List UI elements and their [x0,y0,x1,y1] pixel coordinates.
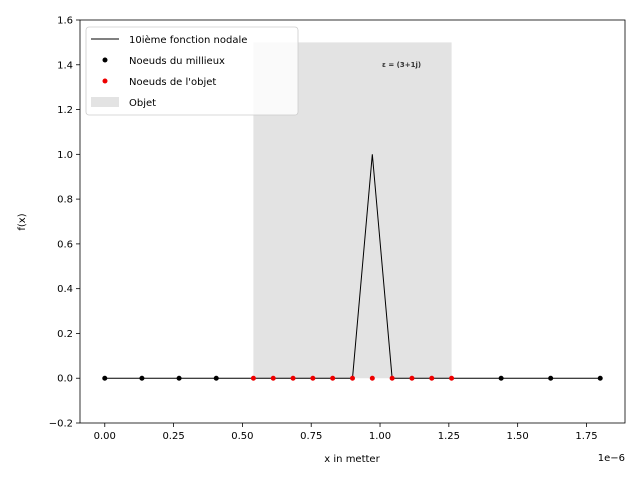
y-tick-label: 0.6 [57,239,73,250]
medium-node-point [548,375,554,381]
object-node-point [330,375,336,381]
medium-node-point [597,375,603,381]
legend-label-object-nodes: Noeuds de l'objet [129,77,216,88]
y-axis-label: f(x) [17,213,28,230]
x-axis-label: x in metter [324,454,380,465]
object-node-point [429,375,435,381]
y-tick-label: 0.8 [57,195,73,206]
epsilon-annotation: ε = (3+1j) [382,61,421,69]
y-tick-label: 0.0 [57,374,73,385]
y-tick-label: −0.2 [49,419,73,430]
y-tick-label: 1.0 [57,150,73,161]
object-node-point [369,375,375,381]
legend-label-medium-nodes: Noeuds du millieux [129,56,225,67]
object-node-point [270,375,276,381]
x-tick-label: 0.50 [231,431,253,442]
legend: 10ième fonction nodale Noeuds du millieu… [85,26,299,116]
object-node-point [310,375,316,381]
y-tick-label: 1.4 [57,60,73,71]
object-node-point [409,375,415,381]
medium-node-point [139,375,145,381]
x-tick-label: 0.75 [300,431,322,442]
x-tick-label: 1.75 [575,431,597,442]
x-tick-label: 1.00 [369,431,391,442]
x-tick-label: 1.50 [507,431,529,442]
object-node-point [389,375,395,381]
object-node-point [350,375,355,381]
y-tick-label: 0.2 [57,329,73,340]
legend-label-nodal-function: 10ième fonction nodale [129,34,247,46]
y-axis-ticks: −0.2 0.0 0.2 0.4 0.6 0.8 1.0 1.2 1.4 1.6 [49,16,80,430]
legend-label-object: Objet [129,98,156,109]
x-axis-ticks: 0.00 0.25 0.50 0.75 1.00 1.25 1.50 1.75 [94,423,598,442]
medium-node-point [176,375,182,381]
object-node-point [250,375,256,381]
y-tick-label: 1.2 [57,105,73,116]
legend-object-patch [91,97,119,107]
legend-box [85,26,299,116]
y-tick-label: 0.4 [57,284,73,295]
x-tick-label: 0.00 [94,431,116,442]
plot-marks [102,154,603,381]
object-node-point [449,375,455,381]
medium-node-point [102,375,108,381]
x-tick-label: 1.25 [438,431,460,442]
medium-node-point [213,375,219,381]
object-node-point [290,375,296,381]
legend-dot-medium-nodes [102,57,108,63]
medium-node-point [498,375,504,381]
x-offset-label: 1e−6 [598,453,625,464]
y-tick-label: 1.6 [57,16,73,27]
plot-frame [79,19,626,424]
legend-dot-object-nodes [102,78,108,84]
series-line-nodal-function [104,154,601,379]
x-tick-label: 0.25 [162,431,184,442]
